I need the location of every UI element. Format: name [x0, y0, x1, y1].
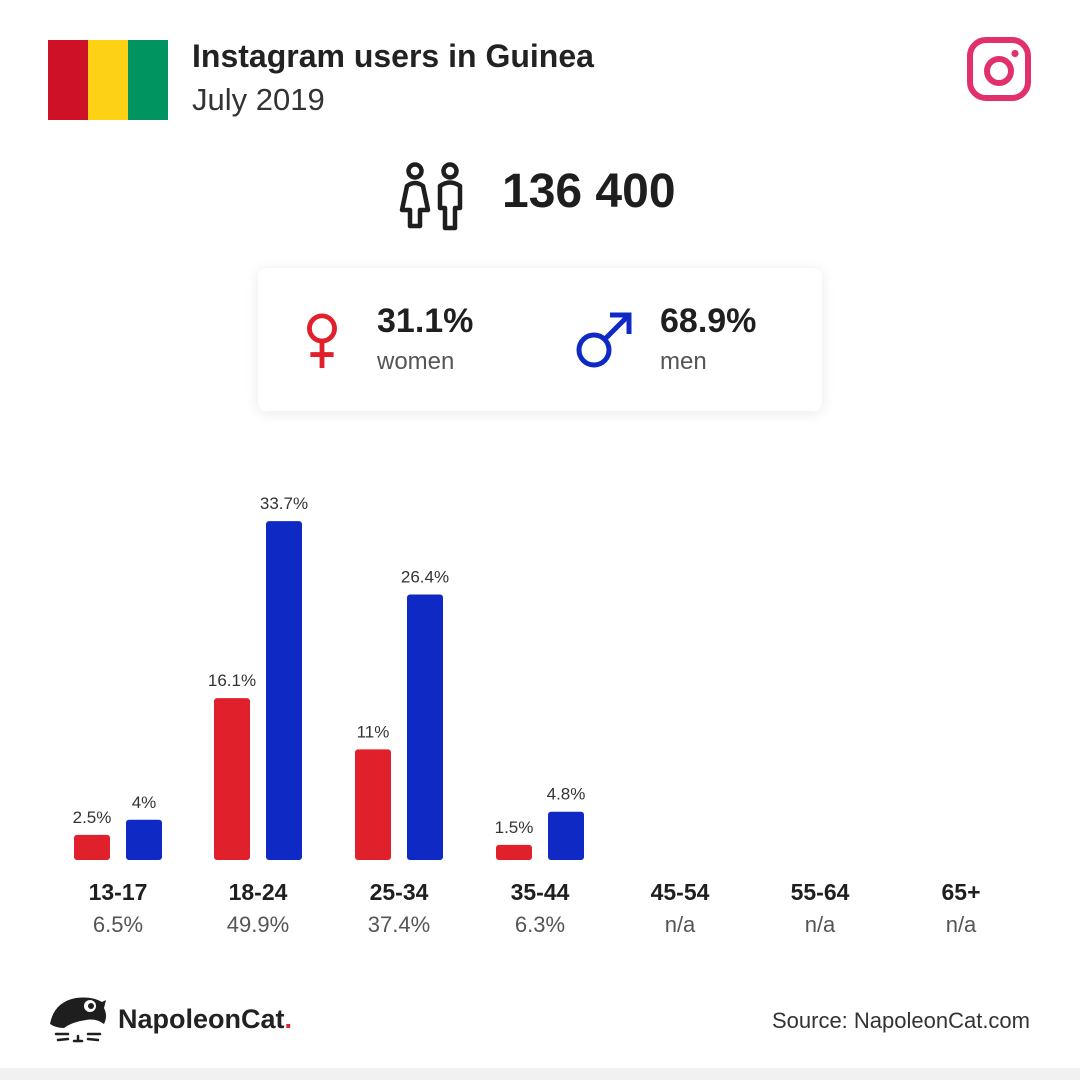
bar-men-13-17 [126, 819, 162, 860]
bar-label-women-13-17: 2.5% [73, 808, 112, 827]
brand-name: NapoleonCat. [118, 1004, 292, 1035]
bar-women-25-34 [355, 749, 391, 860]
guinea-flag [48, 40, 168, 120]
bar-label-women-35-44: 1.5% [495, 818, 534, 837]
category-total-45-54: n/a [665, 912, 696, 937]
category-total-55-64: n/a [805, 912, 836, 937]
category-label-55-64: 55-64 [791, 879, 850, 905]
category-total-13-17: 6.5% [93, 912, 143, 937]
category-label-35-44: 35-44 [511, 879, 570, 905]
brand-name-dot: . [284, 1004, 293, 1034]
instagram-icon [967, 37, 1031, 101]
bar-women-13-17 [74, 834, 110, 860]
gender-card: 31.1% women 68.9% men [258, 268, 822, 411]
category-label-45-54: 45-54 [651, 879, 710, 905]
bar-men-18-24 [266, 521, 302, 860]
bar-label-women-18-24: 16.1% [208, 671, 256, 690]
male-symbol-icon [576, 312, 632, 368]
page-title: Instagram users in Guinea [192, 38, 594, 74]
bar-label-men-35-44: 4.8% [547, 785, 586, 804]
footer-strip [0, 1068, 1080, 1080]
bar-label-men-13-17: 4% [132, 793, 157, 812]
bar-men-35-44 [548, 811, 584, 860]
bar-women-18-24 [214, 698, 250, 860]
total-users: 136 400 [502, 165, 676, 218]
page-subtitle: July 2019 [192, 82, 325, 117]
source-text: Source: NapoleonCat.com [771, 1008, 1030, 1033]
napoleoncat-logo-icon [50, 997, 106, 1043]
flag-stripe-yellow [88, 40, 128, 120]
bar-label-men-25-34: 26.4% [401, 567, 449, 586]
brand-name-text: NapoleonCat [118, 1004, 285, 1034]
men-label: men [660, 348, 707, 375]
category-label-13-17: 13-17 [89, 879, 148, 905]
bar-label-men-18-24: 33.7% [260, 494, 308, 513]
female-symbol-icon [307, 313, 337, 369]
men-percent: 68.9% [660, 302, 757, 340]
women-label: women [377, 348, 455, 375]
age-gender-bar-chart: 2.5% 4% 13-17 6.5% 16.1% 33.7% 18-24 49.9% 11% 26… [73, 494, 981, 937]
category-label-18-24: 18-24 [229, 879, 288, 905]
bar-men-25-34 [407, 594, 443, 860]
bar-label-women-25-34: 11% [357, 722, 390, 741]
category-label-65+: 65+ [941, 879, 980, 905]
women-percent: 31.1% [377, 302, 474, 340]
flag-stripe-red [48, 40, 88, 120]
category-label-25-34: 25-34 [370, 879, 429, 905]
bar-women-35-44 [496, 844, 532, 860]
people-icon [399, 162, 463, 231]
category-total-25-34: 37.4% [368, 912, 430, 937]
category-total-18-24: 49.9% [227, 912, 289, 937]
category-total-35-44: 6.3% [515, 912, 565, 937]
flag-stripe-green [128, 40, 168, 120]
category-total-65+: n/a [946, 912, 977, 937]
